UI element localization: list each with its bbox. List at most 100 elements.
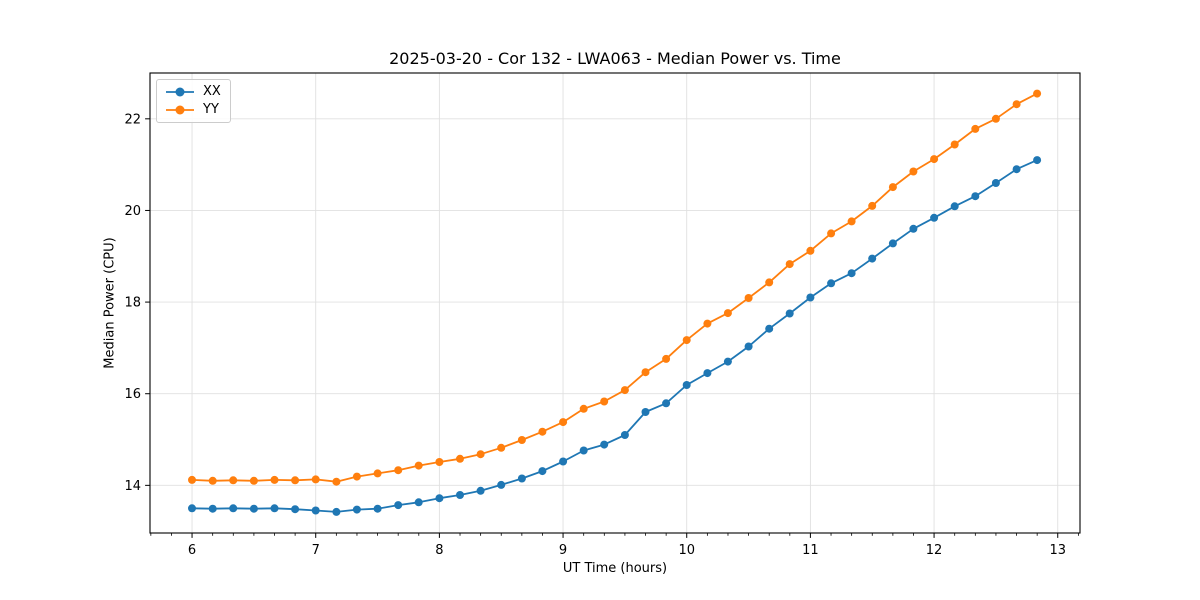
data-point-marker-xx: [291, 505, 300, 514]
data-point-marker-xx: [497, 480, 506, 489]
x-tick-label: 7: [312, 543, 320, 558]
data-point-marker-yy: [352, 472, 361, 481]
chart-title: 2025-03-20 - Cor 132 - LWA063 - Median P…: [389, 49, 841, 68]
data-point-marker-yy: [188, 475, 196, 484]
data-point-marker-yy: [909, 167, 918, 176]
data-point-marker-yy: [517, 436, 526, 444]
data-point-marker-xx: [991, 179, 1000, 187]
data-point-marker-yy: [662, 354, 671, 363]
data-point-marker-xx: [517, 474, 526, 483]
y-tick-label: 16: [124, 387, 141, 402]
data-point-marker-xx: [579, 446, 588, 455]
data-point-marker-yy: [1012, 100, 1021, 109]
data-point-marker-xx: [744, 342, 753, 351]
data-point-marker-xx: [332, 507, 341, 516]
data-point-marker-yy: [806, 246, 815, 255]
data-point-marker-yy: [435, 458, 444, 466]
y-tick-label: 14: [124, 479, 141, 494]
data-point-marker-xx: [229, 504, 238, 513]
data-point-marker-yy: [785, 260, 794, 269]
data-point-marker-xx: [950, 202, 959, 211]
data-point-marker-xx: [538, 467, 547, 476]
data-point-marker-xx: [476, 486, 485, 495]
data-point-marker-xx: [765, 324, 774, 333]
data-point-marker-yy: [394, 466, 403, 475]
data-point-marker-yy: [579, 404, 588, 413]
data-point-marker-yy: [950, 140, 959, 149]
data-point-marker-yy: [373, 469, 382, 478]
data-point-marker-xx: [662, 399, 671, 408]
data-point-marker-xx: [352, 505, 361, 514]
data-point-marker-xx: [703, 369, 712, 378]
data-point-marker-xx: [971, 192, 980, 201]
data-point-marker-yy: [291, 476, 300, 485]
y-tick-label: 20: [124, 204, 141, 219]
data-point-marker-xx: [930, 213, 939, 222]
data-point-marker-yy: [991, 114, 1000, 123]
y-tick-label: 22: [124, 112, 141, 127]
plot-border: [149, 72, 1081, 534]
data-point-marker-xx: [1012, 165, 1021, 174]
series-line-xx: [191, 159, 1038, 513]
data-point-marker-xx: [208, 504, 217, 513]
data-point-marker-yy: [476, 450, 485, 459]
data-point-marker-yy: [249, 476, 258, 485]
legend-label-yy: YY: [203, 102, 219, 117]
data-point-marker-yy: [744, 294, 753, 302]
data-point-marker-xx: [827, 279, 836, 288]
y-axis-label: Median Power (CPU): [102, 237, 118, 369]
data-point-marker-xx: [435, 494, 444, 503]
data-point-marker-yy: [827, 229, 836, 238]
data-point-marker-yy: [888, 183, 897, 192]
x-tick-label: 9: [559, 543, 567, 558]
legend-label-xx: XX: [203, 84, 221, 99]
data-point-marker-yy: [414, 461, 423, 470]
legend: XX YY: [156, 79, 231, 123]
x-tick-label: 8: [435, 543, 443, 558]
data-point-marker-yy: [538, 427, 547, 436]
data-point-marker-xx: [888, 239, 897, 248]
data-point-marker-xx: [847, 269, 856, 278]
data-point-marker-xx: [868, 254, 877, 263]
data-point-marker-xx: [270, 504, 279, 513]
legend-item-xx: XX: [164, 85, 221, 99]
data-point-marker-xx: [249, 504, 258, 513]
data-point-marker-yy: [559, 418, 568, 427]
data-point-marker-yy: [847, 217, 856, 226]
data-point-marker-xx: [394, 501, 403, 510]
data-point-marker-xx: [723, 357, 732, 366]
data-point-marker-xx: [311, 506, 320, 515]
data-point-marker-yy: [270, 475, 279, 484]
legend-item-yy: YY: [164, 103, 221, 117]
data-point-marker-xx: [1033, 156, 1042, 165]
data-point-marker-xx: [456, 491, 464, 499]
data-point-marker-xx: [414, 498, 423, 507]
data-point-marker-yy: [868, 201, 877, 210]
data-point-marker-xx: [806, 293, 815, 302]
data-point-marker-yy: [930, 155, 939, 164]
data-point-marker-yy: [703, 319, 712, 328]
data-point-marker-yy: [682, 336, 691, 345]
data-point-marker-yy: [765, 278, 774, 287]
data-point-marker-yy: [723, 309, 732, 318]
data-point-marker-xx: [909, 224, 918, 233]
data-point-marker-yy: [620, 386, 629, 395]
data-point-marker-yy: [208, 476, 217, 485]
data-point-marker-yy: [456, 454, 464, 463]
data-point-marker-xx: [641, 408, 650, 416]
data-point-marker-xx: [620, 431, 629, 439]
x-tick-label: 13: [1049, 543, 1066, 558]
data-point-marker-yy: [971, 124, 980, 133]
data-point-marker-xx: [373, 504, 382, 513]
data-point-marker-xx: [188, 504, 196, 513]
data-point-marker-yy: [600, 397, 609, 406]
data-point-marker-xx: [600, 440, 609, 449]
data-point-marker-xx: [559, 457, 568, 466]
data-point-marker-yy: [641, 368, 650, 377]
x-tick-label: 6: [188, 543, 196, 558]
x-axis-label: UT Time (hours): [562, 561, 668, 576]
x-tick-label: 11: [802, 543, 819, 558]
data-point-marker-yy: [332, 477, 341, 486]
